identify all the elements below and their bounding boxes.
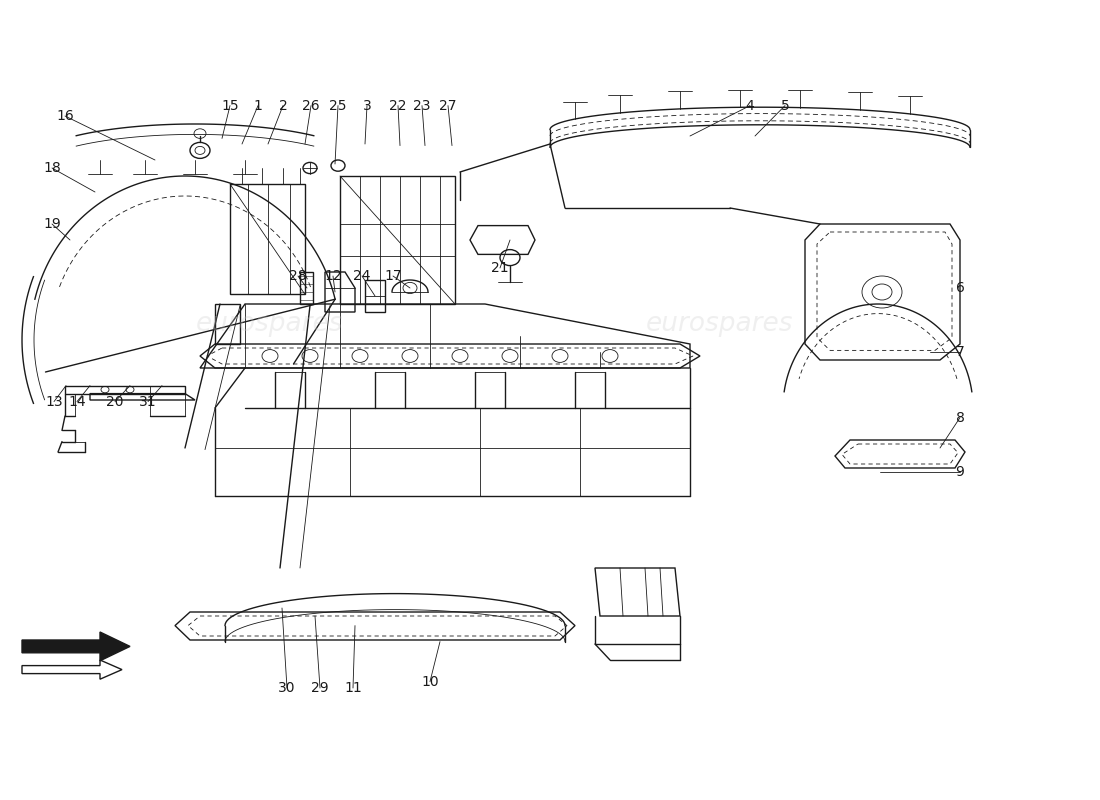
Text: 10: 10 xyxy=(421,674,439,689)
Text: 16: 16 xyxy=(56,109,74,123)
Text: 13: 13 xyxy=(45,394,63,409)
Text: 6: 6 xyxy=(956,281,965,295)
Text: 1: 1 xyxy=(254,98,263,113)
Text: 7: 7 xyxy=(956,345,965,359)
Text: 8: 8 xyxy=(956,410,965,425)
Text: 29: 29 xyxy=(311,681,329,695)
Text: 3: 3 xyxy=(363,98,372,113)
Text: 26: 26 xyxy=(302,98,320,113)
Text: 4: 4 xyxy=(746,98,755,113)
Text: 20: 20 xyxy=(107,394,123,409)
Text: 11: 11 xyxy=(344,681,362,695)
Text: 25: 25 xyxy=(329,98,346,113)
Text: eurospares: eurospares xyxy=(647,311,794,337)
Text: 30: 30 xyxy=(278,681,296,695)
Text: 24: 24 xyxy=(353,269,371,283)
Text: 27: 27 xyxy=(439,98,456,113)
Text: 12: 12 xyxy=(324,269,342,283)
Polygon shape xyxy=(22,632,130,661)
Text: eurospares: eurospares xyxy=(196,311,343,337)
Text: 22: 22 xyxy=(389,98,407,113)
Text: 31: 31 xyxy=(140,394,157,409)
Text: 23: 23 xyxy=(414,98,431,113)
Text: 5: 5 xyxy=(781,98,790,113)
Text: 17: 17 xyxy=(384,269,402,283)
Text: 28: 28 xyxy=(289,269,307,283)
Text: 2: 2 xyxy=(278,98,287,113)
Text: 19: 19 xyxy=(43,217,60,231)
Text: 21: 21 xyxy=(492,261,509,275)
Text: 14: 14 xyxy=(68,394,86,409)
Text: 15: 15 xyxy=(221,98,239,113)
Text: 18: 18 xyxy=(43,161,60,175)
Text: 9: 9 xyxy=(956,465,965,479)
